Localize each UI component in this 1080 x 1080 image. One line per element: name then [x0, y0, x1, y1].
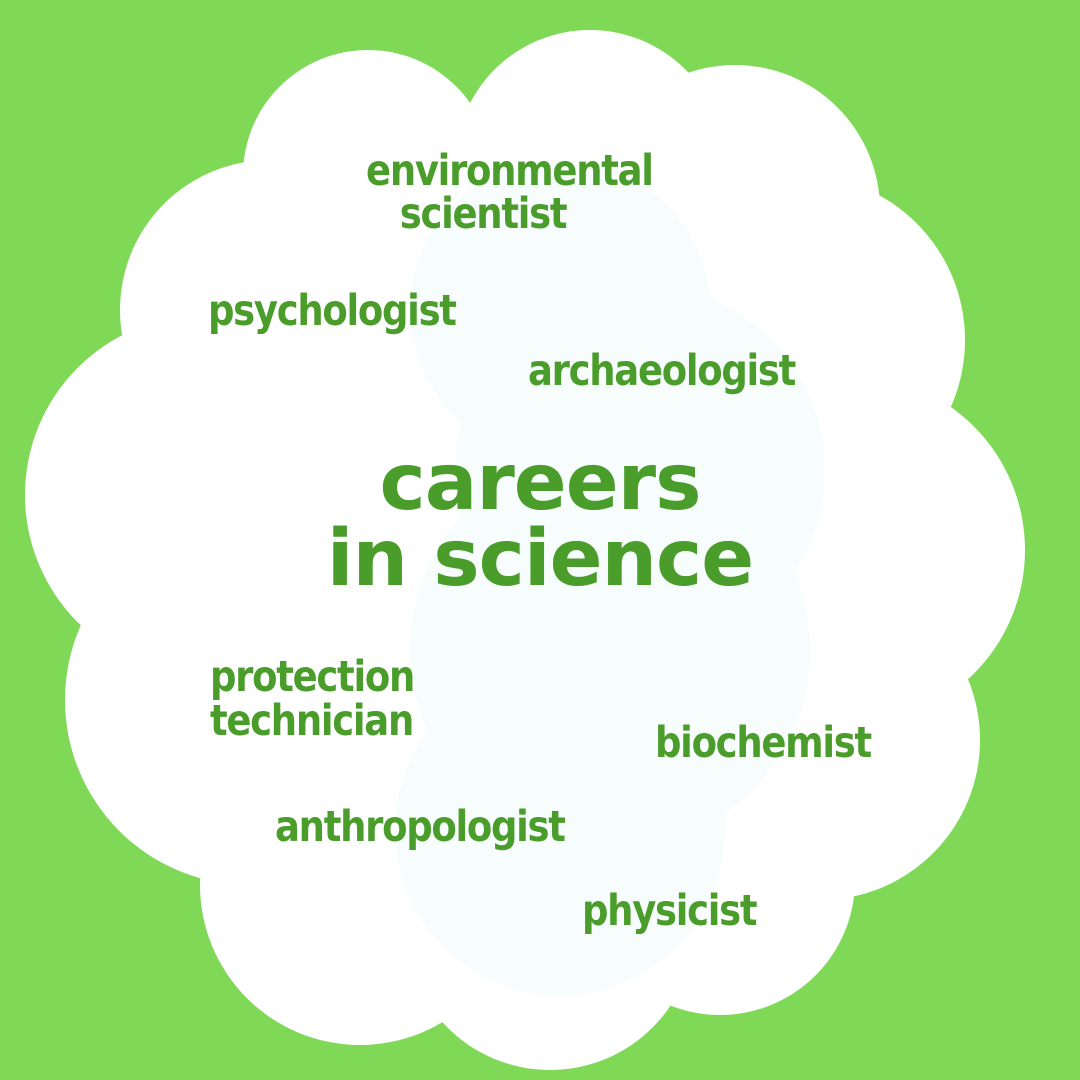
headline-line-1: careers: [379, 438, 701, 528]
career-biochemist: biochemist: [655, 718, 872, 768]
career-line: biochemist: [655, 718, 872, 768]
career-environmental-scientist: environmental scientist: [366, 146, 654, 239]
career-anthropologist: anthropologist: [275, 802, 566, 852]
career-line: archaeologist: [528, 346, 796, 396]
headline-title: careers in science: [300, 438, 780, 604]
career-physicist: physicist: [582, 886, 758, 936]
career-line: scientist: [399, 189, 568, 239]
career-line: technician: [210, 696, 414, 746]
career-line: physicist: [582, 886, 758, 936]
career-line: environmental: [366, 146, 654, 196]
career-line: psychologist: [208, 286, 457, 336]
career-archaeologist: archaeologist: [528, 346, 796, 396]
career-line: anthropologist: [275, 802, 566, 852]
headline-line-2: in science: [326, 514, 754, 604]
career-psychologist: psychologist: [208, 286, 457, 336]
career-line: protection: [210, 652, 415, 702]
career-protection-technician: protection technician: [210, 652, 415, 746]
